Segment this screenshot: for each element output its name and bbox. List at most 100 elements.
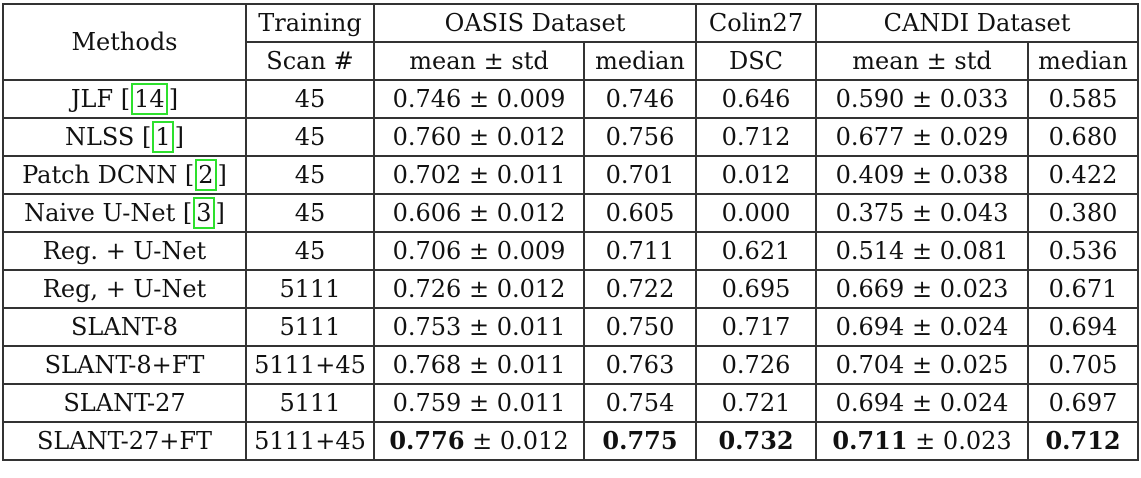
- oasis-mean: 0.702: [392, 161, 462, 189]
- training-scans: 45: [245, 231, 375, 271]
- oasis-median: 0.754: [582, 383, 698, 423]
- candi-mean: 0.375: [835, 199, 905, 227]
- candi-mean-std: 0.375 ± 0.043: [815, 193, 1030, 233]
- training-scans: 45: [245, 117, 375, 157]
- colin-dsc: 0.000: [695, 193, 818, 233]
- oasis-median: 0.701: [582, 155, 698, 195]
- table-row: Reg, + U-Net 5111 0.726 ± 0.012 0.722 0.695 0…: [2, 269, 1140, 309]
- oasis-mean-std: 0.726 ± 0.012: [373, 269, 585, 309]
- plus-minus: ±: [468, 351, 490, 379]
- plus-minus: ±: [911, 313, 933, 341]
- method-name: SLANT-27+FT: [36, 427, 213, 455]
- oasis-std: 0.012: [496, 123, 566, 151]
- oasis-mean-std: 0.706 ± 0.009: [373, 231, 585, 271]
- oasis-mean-std: 0.702 ± 0.011: [373, 155, 585, 195]
- oasis-mean: 0.606: [392, 199, 462, 227]
- candi-median: 0.680: [1027, 117, 1140, 157]
- oasis-std: 0.012: [496, 275, 566, 303]
- candi-mean-std: 0.711 ± 0.023: [815, 421, 1030, 461]
- oasis-median: 0.605: [582, 193, 698, 233]
- table-row: SLANT-8+FT 5111+45 0.768 ± 0.011 0.763 0.726…: [2, 345, 1140, 385]
- plus-minus: ±: [468, 161, 490, 189]
- method-name: Reg. + U-Net: [42, 237, 207, 265]
- candi-std: 0.043: [939, 199, 1009, 227]
- candi-std: 0.024: [939, 313, 1009, 341]
- oasis-median: 0.711: [582, 231, 698, 271]
- oasis-mean-std: 0.776 ± 0.012: [373, 421, 585, 461]
- candi-mean: 0.694: [835, 389, 905, 417]
- table-body: JLF [14] 45 0.746 ± 0.009 0.746 0.646 0.590 ±…: [2, 79, 1140, 461]
- oasis-mean: 0.768: [392, 351, 462, 379]
- candi-mean: 0.669: [835, 275, 905, 303]
- header-colin: Colin27: [695, 3, 818, 43]
- method-name: JLF: [70, 85, 114, 113]
- method-name: Patch DCNN: [22, 161, 178, 189]
- oasis-std: 0.011: [496, 161, 566, 189]
- method-cell: Reg, + U-Net: [2, 269, 247, 309]
- training-scans: 5111: [245, 383, 375, 423]
- candi-std: 0.038: [939, 161, 1009, 189]
- header-oasis-median: median: [582, 41, 698, 81]
- candi-std: 0.023: [939, 275, 1009, 303]
- citation-link[interactable]: 1: [152, 121, 174, 153]
- method-cell: SLANT-27+FT: [2, 421, 247, 461]
- candi-median: 0.422: [1027, 155, 1140, 195]
- method-cell: SLANT-8+FT: [2, 345, 247, 385]
- colin-dsc: 0.721: [695, 383, 818, 423]
- oasis-mean: 0.726: [392, 275, 462, 303]
- candi-median: 0.697: [1027, 383, 1140, 423]
- header-scan-count: Scan #: [245, 41, 375, 81]
- training-scans: 5111: [245, 269, 375, 309]
- method-name: Naive U-Net: [24, 199, 176, 227]
- candi-median: 0.712: [1027, 421, 1140, 461]
- plus-minus: ±: [911, 123, 933, 151]
- colin-dsc: 0.732: [695, 421, 818, 461]
- oasis-mean: 0.776: [389, 426, 465, 455]
- header-candi-mean-std: mean ± std: [815, 41, 1030, 81]
- plus-minus: ±: [468, 85, 490, 113]
- candi-mean: 0.694: [835, 313, 905, 341]
- method-name: SLANT-8+FT: [44, 351, 205, 379]
- candi-median: 0.705: [1027, 345, 1140, 385]
- oasis-mean-std: 0.760 ± 0.012: [373, 117, 585, 157]
- header-methods: Methods: [2, 3, 247, 81]
- oasis-median: 0.775: [582, 421, 698, 461]
- citation-link[interactable]: 3: [193, 197, 215, 229]
- candi-std: 0.025: [939, 351, 1009, 379]
- training-scans: 5111+45: [245, 345, 375, 385]
- colin-dsc: 0.726: [695, 345, 818, 385]
- table-row: NLSS [1] 45 0.760 ± 0.012 0.756 0.712 0.677 ±…: [2, 117, 1140, 157]
- method-name: Reg, + U-Net: [42, 275, 207, 303]
- candi-mean-std: 0.590 ± 0.033: [815, 79, 1030, 119]
- results-table: Methods Training OASIS Dataset Colin27 C…: [2, 3, 1140, 461]
- training-scans: 45: [245, 193, 375, 233]
- method-cell: JLF [14]: [2, 79, 247, 119]
- oasis-mean-std: 0.768 ± 0.011: [373, 345, 585, 385]
- plus-minus: ±: [468, 199, 490, 227]
- plus-minus: ±: [911, 351, 933, 379]
- table-row: Reg. + U-Net 45 0.706 ± 0.009 0.711 0.621 0.5…: [2, 231, 1140, 271]
- oasis-std: 0.011: [496, 351, 566, 379]
- header-colin-dsc: DSC: [695, 41, 818, 81]
- method-cell: NLSS [1]: [2, 117, 247, 157]
- oasis-mean: 0.760: [392, 123, 462, 151]
- colin-dsc: 0.646: [695, 79, 818, 119]
- candi-median: 0.585: [1027, 79, 1140, 119]
- header-candi: CANDI Dataset: [815, 3, 1140, 43]
- plus-minus: ±: [468, 275, 490, 303]
- plus-minus: ±: [911, 199, 933, 227]
- plus-minus: ±: [911, 85, 933, 113]
- candi-mean: 0.677: [835, 123, 905, 151]
- candi-std: 0.029: [939, 123, 1009, 151]
- candi-std: 0.033: [939, 85, 1009, 113]
- table-row: SLANT-27 5111 0.759 ± 0.011 0.754 0.721 0.694…: [2, 383, 1140, 423]
- method-name: SLANT-27: [63, 389, 186, 417]
- citation-link[interactable]: 14: [131, 83, 168, 115]
- training-scans: 5111+45: [245, 421, 375, 461]
- method-cell: SLANT-27: [2, 383, 247, 423]
- header-training: Training: [245, 3, 375, 43]
- training-scans: 5111: [245, 307, 375, 347]
- candi-mean: 0.711: [832, 426, 908, 455]
- citation-link[interactable]: 2: [195, 159, 217, 191]
- method-cell: SLANT-8: [2, 307, 247, 347]
